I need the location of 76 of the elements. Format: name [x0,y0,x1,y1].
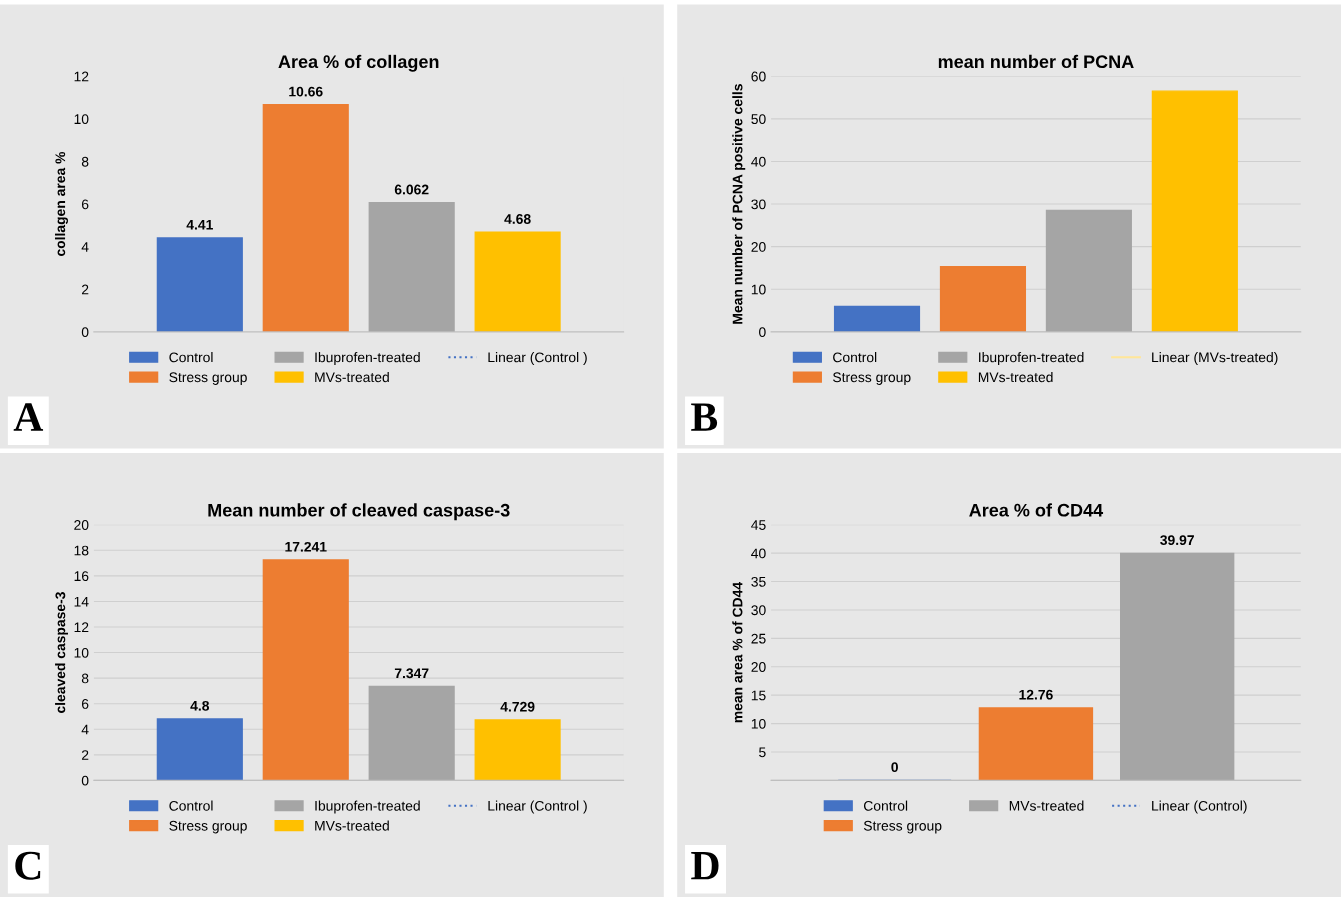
legend-label: Stress group [169,372,247,385]
y-tick-label: 20 [751,242,766,252]
y-tick-label: 16 [74,571,89,582]
y-tick-label: 6 [81,199,89,210]
chart-title: Area % of collagen [278,54,439,72]
data-label: 7.347 [394,668,429,679]
y-tick-label: 18 [74,545,89,556]
y-tick-label: 12 [74,71,89,82]
y-tick-label: 20 [751,662,766,672]
y-tick-label: 2 [81,284,89,295]
y-tick-label: 20 [74,520,89,530]
data-label: 4.68 [504,214,531,224]
legend-label: MVs-treated [978,371,1053,383]
y-axis-title: collagen area % [55,151,69,257]
legend-label: Ibuprofen-treated [315,800,420,814]
data-label: 4.729 [500,701,535,712]
legend-label: MVs-treated [315,371,389,383]
y-tick-label: 40 [751,548,766,559]
legend-label: Linear (MVs-treated) [1152,352,1278,365]
data-label: 10.66 [289,86,323,97]
y-axis-title: mean area % of CD44 [732,582,743,723]
y-tick-label: 60 [751,71,766,82]
y-tick-label: 2 [81,750,89,760]
y-tick-label: 50 [751,114,766,125]
legend-label: Control [833,352,877,363]
chart-title: Mean number of cleaved caspase-3 [208,503,510,521]
legend-label: MVs-treated [1009,800,1084,811]
legend-label: Stress group [863,820,942,834]
y-tick-label: 10 [74,114,89,125]
y-tick-label: 30 [751,605,766,616]
text: D [691,851,719,880]
legend-label: Control [169,800,213,811]
y-tick-label: 4 [81,724,89,735]
y-tick-label: 8 [81,673,89,684]
y-tick-label: 30 [751,199,766,210]
legend-label: Ibuprofen-treated [979,352,1084,366]
y-tick-label: 40 [751,156,766,167]
legend-label: Stress group [169,820,247,834]
chart-title: Area % of CD44 [969,503,1104,517]
y-tick-label: 10 [74,647,89,658]
y-tick-label: 12 [74,622,89,633]
y-tick-label: 6 [81,699,89,709]
y-tick-label: 10 [751,284,766,295]
data-label: 4.41 [186,219,213,230]
legend-label: Linear (Control ) [488,352,587,365]
legend-label: Linear (Control) [1152,800,1247,814]
data-label: 17.241 [285,541,327,552]
legend-label: Linear (Control ) [488,800,587,814]
legend-label: Control [169,352,213,363]
y-tick-label: 10 [751,718,766,729]
data-label: 12.76 [1019,689,1053,700]
y-tick-label: 35 [751,576,766,587]
y-tick-label: 0 [759,327,766,338]
data-label: 39.97 [1160,535,1194,546]
legend-label: Ibuprofen-treated [315,352,420,366]
text: A [13,403,44,431]
y-axis-title: Mean number of PCNA positive cells [732,84,746,324]
y-tick-label: 8 [81,156,89,167]
y-tick-label: 14 [74,596,89,607]
y-tick-label: 4 [81,242,89,252]
y-tick-label: 0 [81,775,89,786]
legend-label: Stress group [833,372,911,385]
y-tick-label: 0 [81,327,89,338]
data-label: 4.8 [190,700,210,711]
y-axis-title: cleaved caspase-3 [55,592,69,714]
data-label: 6.062 [394,184,429,195]
chart-title: mean number of PCNA [938,54,1134,69]
legend-label: Control [863,800,908,811]
legend-label: MVs-treated [315,820,389,831]
y-tick-label: 45 [751,520,766,530]
text: B [691,403,718,431]
y-tick-label: 15 [751,690,766,701]
y-tick-label: 5 [759,747,766,758]
data-label: 0 [891,762,898,773]
y-tick-label: 25 [751,633,766,644]
text: C [15,851,41,880]
